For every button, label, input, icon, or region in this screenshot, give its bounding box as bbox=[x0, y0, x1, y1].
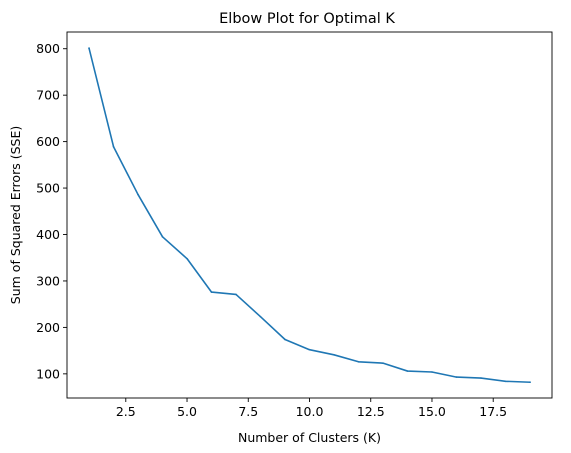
y-tick-label: 200 bbox=[36, 320, 60, 335]
x-tick-label: 5.0 bbox=[177, 404, 197, 419]
y-tick-label: 100 bbox=[36, 366, 60, 381]
y-tick-label: 500 bbox=[36, 181, 60, 196]
y-axis-title: Sum of Squared Errors (SSE) bbox=[8, 126, 23, 304]
data-point-k3 bbox=[137, 193, 139, 196]
x-tick-label: 2.5 bbox=[116, 404, 136, 419]
data-point-k4 bbox=[161, 236, 164, 238]
x-tick-label: 7.5 bbox=[238, 404, 258, 419]
x-tick-label: 10.0 bbox=[296, 404, 324, 419]
data-point-k9 bbox=[284, 338, 286, 341]
data-point-k7 bbox=[235, 293, 237, 296]
y-tick-label: 800 bbox=[36, 41, 60, 56]
plot-area bbox=[67, 32, 552, 398]
data-point-k8 bbox=[259, 315, 262, 318]
data-point-k2 bbox=[112, 145, 115, 148]
data-point-k11 bbox=[333, 354, 335, 356]
x-tick-label: 12.5 bbox=[357, 404, 385, 419]
y-tick-label: 600 bbox=[36, 134, 60, 149]
data-point-k19 bbox=[529, 381, 531, 384]
data-point-k17 bbox=[480, 377, 482, 379]
data-point-k6 bbox=[210, 291, 213, 293]
chart-title: Elbow Plot for Optimal K bbox=[219, 11, 395, 27]
series-layer bbox=[88, 47, 531, 384]
x-axis-title: Number of Clusters (K) bbox=[238, 430, 381, 445]
plot-frame bbox=[66, 31, 553, 399]
data-point-k12 bbox=[357, 360, 360, 363]
data-point-k5 bbox=[186, 257, 188, 260]
y-tick-label: 300 bbox=[36, 273, 60, 288]
data-point-k14 bbox=[406, 370, 409, 372]
y-tick-label: 700 bbox=[36, 88, 60, 103]
x-axis: 2.5 5.0 7.5 10.0 12.5 15.0 17.5 bbox=[116, 398, 507, 419]
x-tick-label: 17.5 bbox=[479, 404, 507, 419]
data-point-k1 bbox=[88, 47, 90, 50]
data-point-k15 bbox=[431, 371, 433, 373]
x-tick-label: 15.0 bbox=[418, 404, 446, 419]
data-point-k10 bbox=[308, 348, 311, 351]
y-tick-label: 400 bbox=[36, 227, 60, 242]
data-point-k16 bbox=[455, 376, 458, 378]
data-point-k13 bbox=[382, 362, 384, 364]
y-axis: 100 200 300 400 500 600 700 800 bbox=[36, 41, 67, 381]
data-point-k18 bbox=[504, 380, 507, 383]
